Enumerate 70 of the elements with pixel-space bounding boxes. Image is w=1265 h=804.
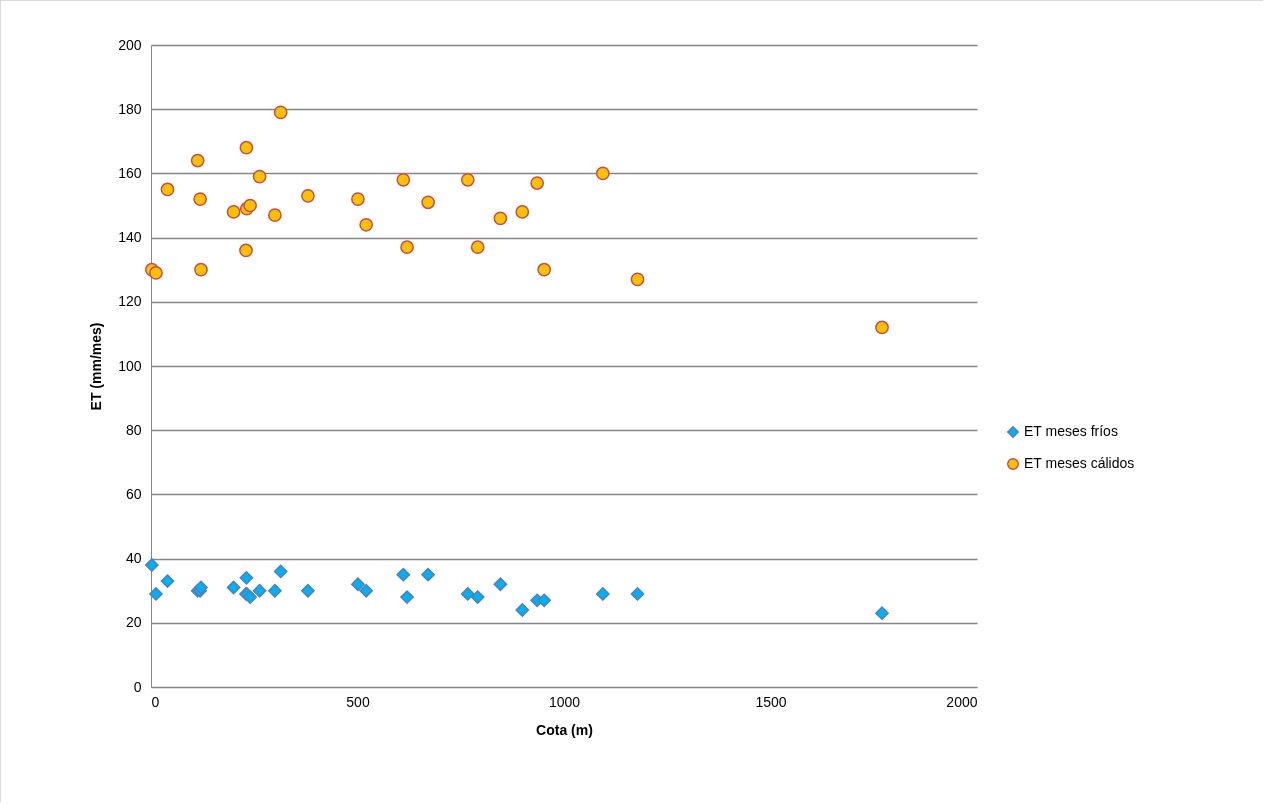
point xyxy=(160,574,175,588)
y-tick-label: 20 xyxy=(125,614,142,631)
x-tick-label: 0 xyxy=(151,693,160,710)
y-tick-label: 100 xyxy=(118,357,142,374)
y-tick-label: 80 xyxy=(125,421,142,438)
y-tick-label: 40 xyxy=(125,550,142,567)
point xyxy=(268,208,282,222)
point xyxy=(144,558,159,572)
x-tick-label: 500 xyxy=(346,693,370,710)
point xyxy=(239,140,254,155)
point xyxy=(359,583,374,598)
point xyxy=(493,211,508,226)
point xyxy=(875,320,889,335)
point xyxy=(460,172,475,187)
point xyxy=(268,583,282,598)
point xyxy=(400,240,414,255)
y-tick-label: 0 xyxy=(133,678,142,695)
point xyxy=(149,587,163,601)
point xyxy=(470,240,485,255)
point xyxy=(351,577,365,592)
point xyxy=(160,182,175,197)
legend-label: ET meses fríos xyxy=(1024,423,1118,439)
point xyxy=(273,105,288,120)
point xyxy=(470,590,485,604)
point xyxy=(239,570,254,585)
point xyxy=(301,189,315,203)
point xyxy=(460,587,475,601)
point xyxy=(537,593,552,608)
point xyxy=(421,195,435,210)
point xyxy=(537,262,552,277)
point xyxy=(252,169,267,184)
point xyxy=(595,166,610,181)
point xyxy=(252,583,267,598)
point xyxy=(194,262,208,277)
point xyxy=(515,603,530,617)
point xyxy=(421,567,435,582)
point xyxy=(243,590,257,604)
point xyxy=(239,243,253,258)
y-tick-label: 180 xyxy=(118,100,142,117)
point xyxy=(595,587,610,601)
point xyxy=(400,590,414,604)
point xyxy=(301,583,315,598)
point xyxy=(226,205,241,219)
point xyxy=(351,192,365,206)
y-tick-label: 160 xyxy=(118,164,142,181)
point xyxy=(190,153,205,168)
point xyxy=(193,192,208,206)
point xyxy=(149,266,163,280)
y-tick-label: 120 xyxy=(118,293,142,310)
point xyxy=(243,198,257,213)
point xyxy=(630,272,645,287)
x-tick-label: 2000 xyxy=(946,693,978,710)
y-axis-title: ET (mm/mes) xyxy=(88,322,105,411)
point xyxy=(875,606,889,621)
point xyxy=(226,580,241,595)
y-tick-label: 140 xyxy=(118,229,142,246)
legend-label: ET meses cálidos xyxy=(1024,455,1135,471)
point xyxy=(396,172,411,187)
x-axis-title: Cota (m) xyxy=(536,721,593,738)
x-tick-label: 1000 xyxy=(548,693,581,710)
x-tick-label: 1500 xyxy=(755,693,787,710)
point xyxy=(273,564,288,579)
point xyxy=(359,217,374,232)
y-tick-label: 200 xyxy=(118,36,142,53)
point xyxy=(396,567,411,582)
point xyxy=(630,587,645,601)
point xyxy=(530,176,545,190)
point xyxy=(515,205,530,219)
y-tick-label: 60 xyxy=(125,485,142,502)
point xyxy=(493,577,508,592)
